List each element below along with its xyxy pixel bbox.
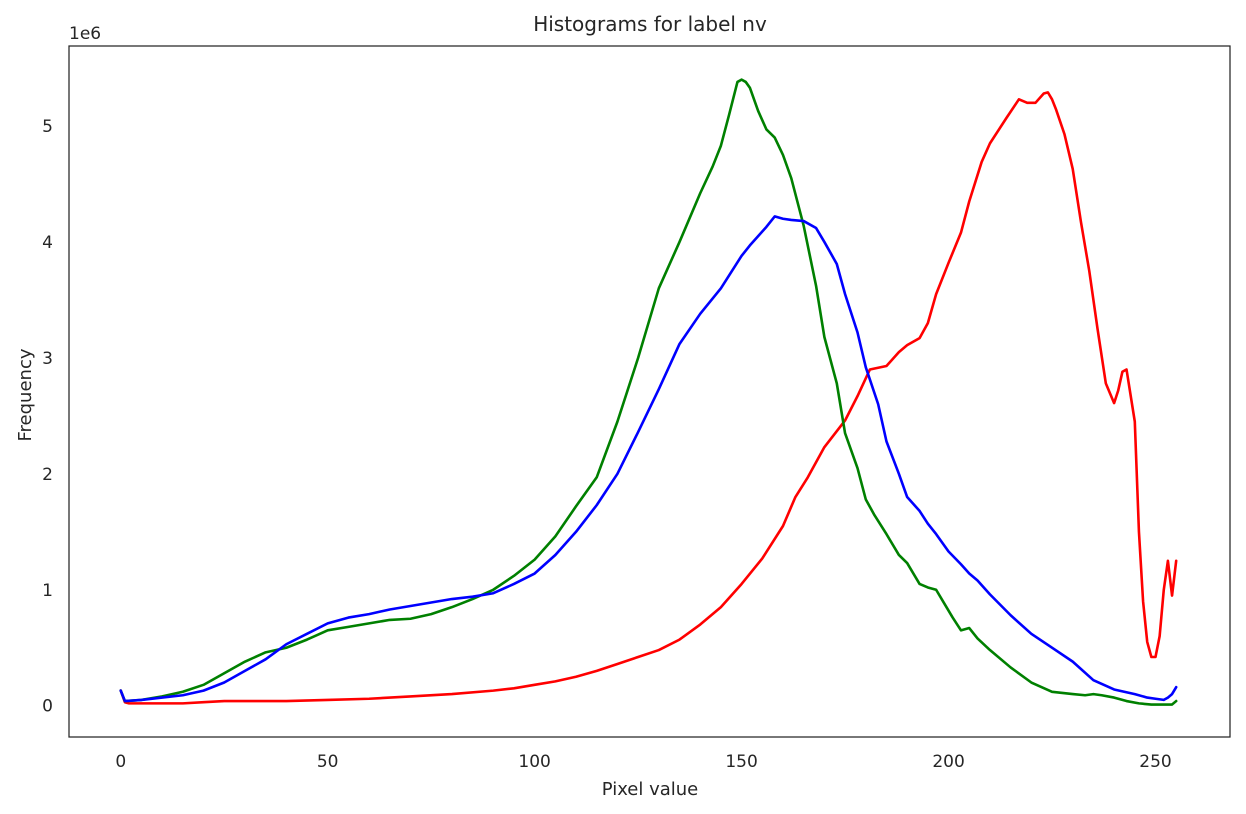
series-line-1 <box>119 78 1178 706</box>
y-tick-label-5: 5 <box>42 117 53 137</box>
x-axis-label: Pixel value <box>602 779 699 800</box>
y-tick-label-4: 4 <box>42 233 53 253</box>
y-multiplier-label: 1e6 <box>69 24 101 44</box>
x-tick-label-4: 200 <box>932 752 964 772</box>
y-tick-label-3: 3 <box>42 349 53 369</box>
x-tick-label-1: 50 <box>317 752 339 772</box>
y-tick-label-1: 1 <box>42 581 53 601</box>
series-layer <box>119 78 1178 706</box>
series-line-2 <box>119 215 1178 703</box>
series-line-0 <box>119 91 1178 705</box>
x-tick-label-5: 250 <box>1139 752 1171 772</box>
y-axis-label: Frequency <box>15 348 36 441</box>
chart-title: Histograms for label nv <box>533 12 767 36</box>
plot-area <box>68 45 1231 738</box>
x-tick-label-0: 0 <box>115 752 126 772</box>
y-tick-label-0: 0 <box>42 697 53 717</box>
y-tick-labels: 0 1 2 3 4 5 <box>42 117 53 717</box>
y-tick-label-2: 2 <box>42 465 53 485</box>
x-tick-labels: 0 50 100 150 200 250 <box>115 752 1171 772</box>
x-tick-label-2: 100 <box>518 752 550 772</box>
x-tick-label-3: 150 <box>725 752 757 772</box>
